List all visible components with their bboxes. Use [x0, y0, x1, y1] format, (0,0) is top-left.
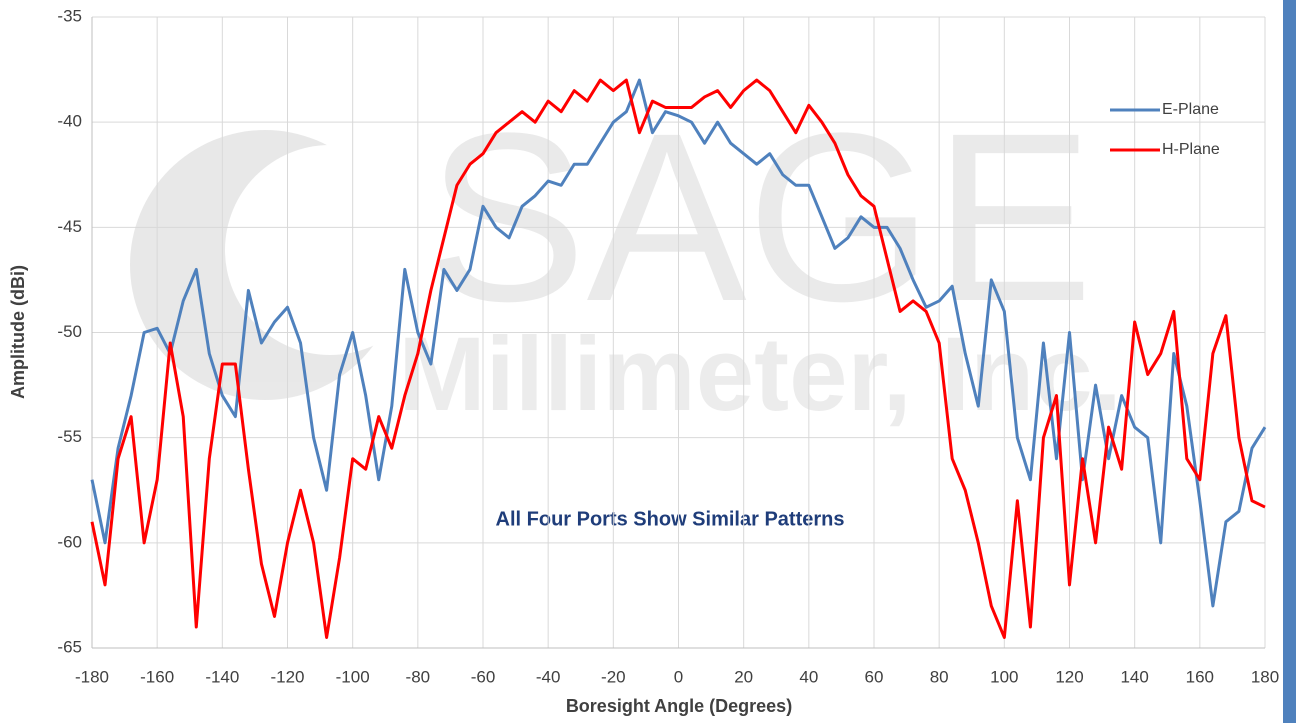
y-tick-label: -40 [57, 112, 82, 131]
x-tick-label: 180 [1251, 667, 1279, 686]
x-tick-label: -180 [75, 667, 109, 686]
x-tick-label: 60 [865, 667, 884, 686]
y-tick-label: -45 [57, 217, 82, 236]
x-tick-label: 100 [990, 667, 1018, 686]
y-tick-label: -65 [57, 637, 82, 656]
x-tick-label: 140 [1120, 667, 1148, 686]
x-tick-label: 120 [1055, 667, 1083, 686]
x-tick-label: 40 [799, 667, 818, 686]
series-line [90, 78, 1267, 608]
y-tick-label: -50 [57, 322, 82, 341]
x-tick-label: -40 [536, 667, 561, 686]
x-tick-label: -120 [270, 667, 304, 686]
watermark: SAGE [427, 83, 1094, 351]
x-tick-label: 20 [734, 667, 753, 686]
watermark: Millimeter, Inc. [398, 316, 1122, 433]
y-tick-label: -55 [57, 427, 82, 446]
legend-label: H-Plane [1162, 141, 1220, 158]
x-axis-title: Boresight Angle (Degrees) [566, 696, 792, 716]
legend-label: E-Plane [1162, 101, 1219, 118]
annotation: All Four Ports Show Similar Patterns [496, 508, 845, 530]
x-tick-label: -160 [140, 667, 174, 686]
y-tick-label: -60 [57, 532, 82, 551]
y-tick-label: -35 [57, 6, 82, 25]
x-tick-label: -100 [336, 667, 370, 686]
x-tick-label: 0 [674, 667, 683, 686]
side-bar [1283, 0, 1296, 723]
series-line [90, 78, 1266, 639]
x-tick-label: 80 [930, 667, 949, 686]
y-axis-title: Amplitude (dBi) [8, 265, 28, 399]
x-tick-label: -140 [205, 667, 239, 686]
x-tick-label: -60 [471, 667, 496, 686]
logo [130, 130, 435, 400]
x-tick-label: 160 [1186, 667, 1214, 686]
x-tick-label: -80 [406, 667, 431, 686]
x-tick-label: -20 [601, 667, 626, 686]
